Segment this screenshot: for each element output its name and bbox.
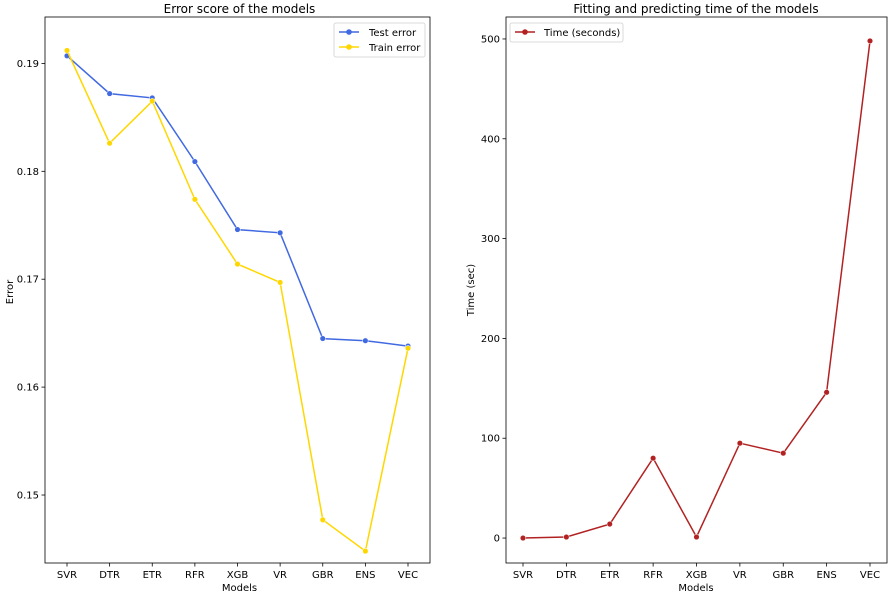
legend-test-error-label: Test error <box>368 28 417 39</box>
error-y-ticks: 0.15 0.16 0.17 0.18 0.19 <box>17 59 45 502</box>
test-error-line <box>66 55 409 347</box>
x-tick-label: VEC <box>860 570 880 581</box>
x-tick-label: ETR <box>600 570 619 581</box>
time-seconds-point <box>519 534 527 542</box>
train-error-point <box>362 548 369 555</box>
x-tick-label: GBR <box>772 570 794 581</box>
x-tick-label: ENS <box>817 570 837 581</box>
y-tick-label: 200 <box>481 334 500 345</box>
legend-time-marker <box>522 29 528 35</box>
error-y-axis-label: Error <box>5 279 16 304</box>
time-y-axis-label: Time (sec) <box>466 264 477 317</box>
y-tick-label: 300 <box>481 234 500 245</box>
test-error-point <box>191 158 198 165</box>
error-chart-axes <box>44 16 431 564</box>
x-tick-label: DTR <box>99 570 120 581</box>
test-error-point <box>277 229 284 236</box>
error-x-axis-label: Models <box>222 583 257 594</box>
x-tick-label: ETR <box>143 570 162 581</box>
time-chart: Fitting and predicting time of the model… <box>466 2 888 594</box>
error-legend: Test error Train error <box>333 22 426 58</box>
time-seconds-point <box>736 440 743 447</box>
legend-time-label: Time (seconds) <box>543 28 620 39</box>
test-error-point <box>234 226 241 233</box>
time-chart-title: Fitting and predicting time of the model… <box>573 2 818 16</box>
x-tick-label: VEC <box>398 570 418 581</box>
train-error-point <box>106 140 113 147</box>
train-error-point <box>149 98 156 105</box>
time-chart-axes <box>505 16 888 564</box>
y-tick-label: 100 <box>481 434 500 445</box>
x-tick-label: DTR <box>556 570 577 581</box>
time-series <box>519 37 874 542</box>
test-error-point <box>106 90 113 97</box>
error-chart: Error score of the models 0.150.160.170.… <box>5 2 431 594</box>
legend-train-error-marker <box>346 44 352 50</box>
train-error-point <box>404 345 412 352</box>
time-y-ticks: 0 100 200 300 400 500 <box>481 34 506 545</box>
error-series <box>63 47 412 555</box>
time-x-ticks: SVR DTR ETR RFR XGB VR GBR ENS VEC <box>513 563 880 581</box>
y-tick-label: 500 <box>481 34 500 45</box>
legend-test-error-marker <box>346 29 352 35</box>
y-tick-label: 0 <box>494 534 500 545</box>
y-tick-label: 0.15 <box>17 491 39 502</box>
x-tick-label: ENS <box>355 570 375 581</box>
x-tick-label: VR <box>733 570 747 581</box>
time-seconds-point <box>563 533 570 541</box>
y-tick-label: 0.17 <box>17 275 39 286</box>
x-tick-label: VR <box>273 570 287 581</box>
time-legend-box <box>509 22 624 43</box>
train-error-point <box>63 47 71 54</box>
train-error-line <box>66 50 409 553</box>
train-error-point <box>319 516 326 523</box>
time-seconds-point <box>606 521 613 528</box>
y-tick-label: 400 <box>481 134 500 145</box>
time-seconds-point <box>780 450 787 457</box>
train-error-point <box>234 261 241 268</box>
y-tick-label: 0.16 <box>17 383 39 394</box>
time-seconds-line <box>522 40 871 539</box>
train-error-point <box>191 196 198 203</box>
x-tick-label: SVR <box>513 570 533 581</box>
error-chart-title: Error score of the models <box>164 2 316 16</box>
x-tick-label: XGB <box>686 570 708 581</box>
x-tick-label: RFR <box>185 570 205 581</box>
x-tick-label: SVR <box>57 570 77 581</box>
test-error-point <box>362 337 369 344</box>
error-x-ticks: SVR DTR ETR RFR XGB VR GBR ENS VEC <box>57 563 418 581</box>
train-error-point <box>277 279 284 286</box>
legend-train-error-label: Train error <box>368 43 421 54</box>
time-seconds-point <box>650 455 657 462</box>
test-error-point <box>319 335 326 342</box>
y-tick-label: 0.19 <box>17 59 39 70</box>
x-tick-label: XGB <box>227 570 249 581</box>
time-seconds-point <box>693 533 700 541</box>
time-seconds-point <box>823 389 830 396</box>
x-tick-label: RFR <box>643 570 663 581</box>
time-x-axis-label: Models <box>678 583 713 594</box>
x-tick-label: GBR <box>312 570 334 581</box>
y-tick-label: 0.18 <box>17 167 39 178</box>
time-legend: Time (seconds) <box>509 22 624 43</box>
time-seconds-point <box>866 37 874 45</box>
